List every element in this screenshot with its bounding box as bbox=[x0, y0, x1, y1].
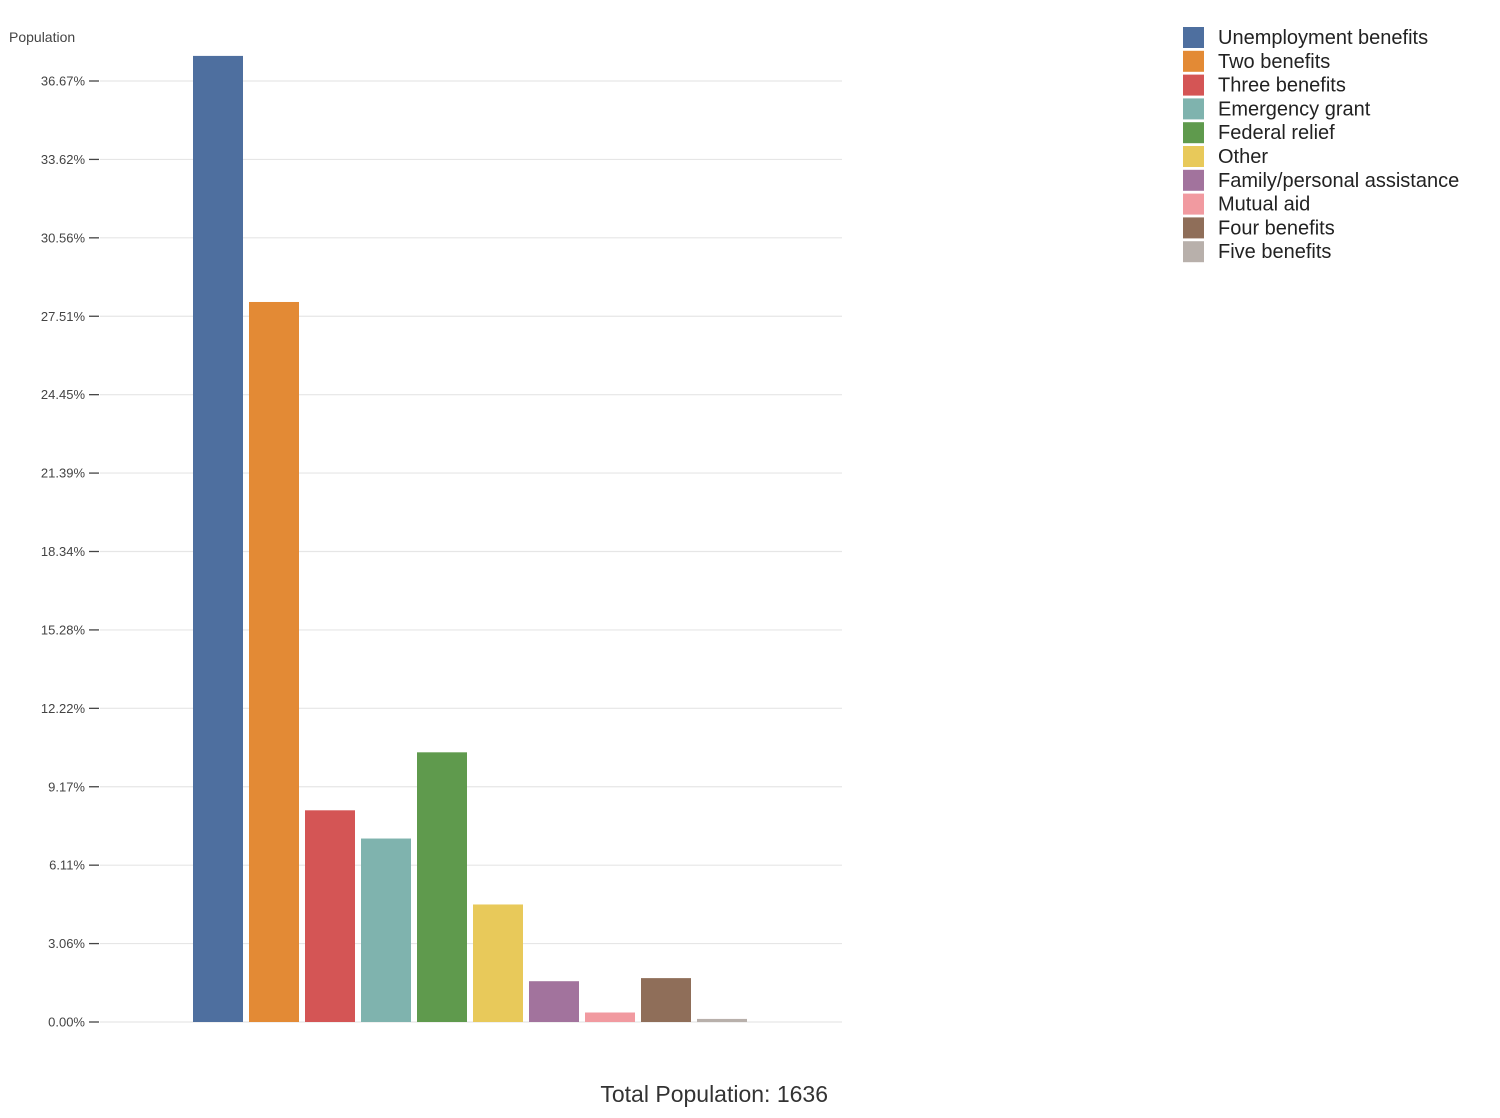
bar-emergency-grant[interactable] bbox=[361, 838, 411, 1022]
legend-swatch bbox=[1183, 241, 1204, 263]
legend-swatch bbox=[1183, 169, 1204, 191]
legend-item-emergency-grant[interactable]: Emergency grant bbox=[1183, 98, 1371, 120]
legend-label: Family/personal assistance bbox=[1218, 170, 1459, 192]
legend-label: Two benefits bbox=[1218, 51, 1330, 73]
legend-item-federal-relief[interactable]: Federal relief bbox=[1183, 122, 1335, 144]
y-tick-label: 9.17% bbox=[48, 779, 85, 794]
legend-label: Other bbox=[1218, 146, 1268, 168]
legend-item-unemployment-benefits[interactable]: Unemployment benefits bbox=[1183, 27, 1428, 49]
legend-swatch bbox=[1183, 193, 1204, 215]
y-tick-label: 3.06% bbox=[48, 936, 85, 951]
y-tick-label: 27.51% bbox=[41, 309, 86, 324]
bar-unemployment-benefits[interactable] bbox=[193, 55, 243, 1023]
y-tick-label: 12.22% bbox=[41, 701, 86, 716]
legend-swatch bbox=[1183, 217, 1204, 239]
y-tick-label: 33.62% bbox=[41, 152, 86, 167]
bar-three-benefits[interactable] bbox=[305, 810, 355, 1022]
legend-label: Mutual aid bbox=[1218, 194, 1310, 216]
legend-label: Four benefits bbox=[1218, 217, 1335, 239]
legend-item-three-benefits[interactable]: Three benefits bbox=[1183, 74, 1346, 97]
bar-other[interactable] bbox=[473, 904, 523, 1022]
legend-swatch bbox=[1183, 146, 1204, 167]
bars bbox=[193, 55, 747, 1023]
y-tick-label: 21.39% bbox=[41, 466, 86, 481]
y-tick-label: 18.34% bbox=[41, 544, 86, 559]
legend-swatch bbox=[1183, 98, 1204, 120]
y-axis-title: Population bbox=[9, 29, 75, 45]
legend-swatch bbox=[1183, 50, 1204, 72]
bar-two-benefits[interactable] bbox=[249, 301, 299, 1022]
legend-label: Three benefits bbox=[1218, 75, 1346, 97]
y-tick-label: 36.67% bbox=[41, 74, 86, 89]
legend-swatch bbox=[1183, 122, 1204, 144]
y-tick-label: 6.11% bbox=[49, 858, 85, 873]
legend-swatch bbox=[1183, 27, 1204, 48]
legend-item-four-benefits[interactable]: Four benefits bbox=[1183, 217, 1335, 239]
legend-item-five-benefits[interactable]: Five benefits bbox=[1183, 241, 1331, 263]
total-population-label: Total Population: 1636 bbox=[600, 1081, 828, 1107]
legend-label: Unemployment benefits bbox=[1218, 27, 1428, 49]
bar-five-benefits[interactable] bbox=[697, 1018, 747, 1022]
legend-swatch bbox=[1183, 74, 1204, 96]
legend-label: Federal relief bbox=[1218, 122, 1335, 144]
y-tick-label: 30.56% bbox=[41, 230, 86, 245]
legend-label: Emergency grant bbox=[1218, 98, 1371, 120]
bar-family-personal-assistance[interactable] bbox=[529, 981, 579, 1022]
bar-four-benefits[interactable] bbox=[641, 978, 691, 1022]
y-tick-label: 15.28% bbox=[41, 622, 86, 637]
legend-item-family-personal-assistance[interactable]: Family/personal assistance bbox=[1183, 169, 1459, 192]
bar-mutual-aid[interactable] bbox=[585, 1012, 635, 1022]
legend-item-other[interactable]: Other bbox=[1183, 146, 1268, 168]
legend-label: Five benefits bbox=[1218, 241, 1331, 263]
legend-item-mutual-aid[interactable]: Mutual aid bbox=[1183, 193, 1310, 216]
y-axis: 0.00% 3.06% 6.11% 9.17% 12.22% 15.28% 18.34% 21… bbox=[41, 74, 99, 1030]
bar-federal-relief[interactable] bbox=[417, 752, 467, 1022]
legend-item-two-benefits[interactable]: Two benefits bbox=[1183, 50, 1330, 73]
y-tick-label: 0.00% bbox=[48, 1015, 85, 1030]
y-tick-label: 24.45% bbox=[41, 387, 86, 402]
